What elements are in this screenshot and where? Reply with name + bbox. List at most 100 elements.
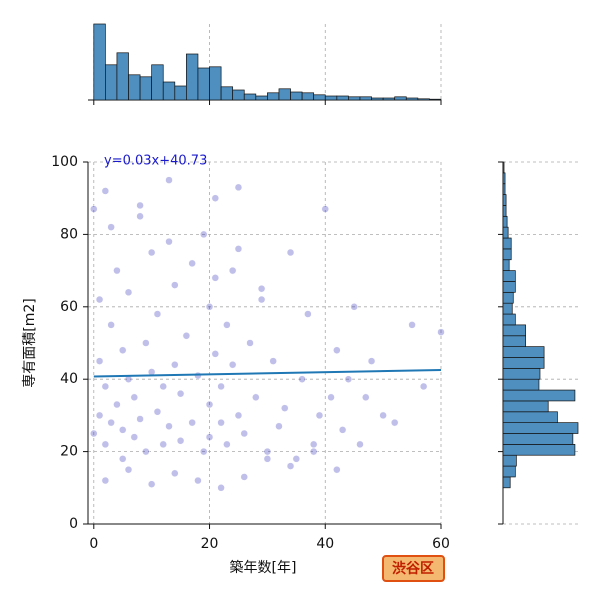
scatter-point (188, 259, 196, 268)
scatter-point (263, 455, 272, 463)
scatter-point (333, 465, 341, 474)
y-tick-label: 20 (60, 444, 78, 460)
scatter-point (95, 295, 104, 304)
histogram-bar (105, 64, 118, 101)
scatter-point (95, 357, 104, 365)
scatter-point (176, 436, 185, 445)
histogram-bar (359, 96, 372, 101)
histogram-bar (301, 92, 315, 101)
scatter-point (263, 447, 272, 456)
scatter-point (350, 303, 358, 311)
scatter-point (90, 205, 98, 213)
scatter-point (217, 484, 225, 492)
scatter-point (118, 426, 127, 434)
scatter-point (142, 339, 150, 347)
scatter-point (408, 321, 416, 329)
scatter-point (136, 201, 144, 210)
histogram-bar (502, 248, 512, 261)
histogram-bar (278, 88, 291, 101)
histogram-bar (220, 86, 234, 101)
scatter-point (136, 415, 144, 423)
histogram-bar (502, 400, 549, 413)
scatter-point (257, 295, 266, 304)
histogram-bar (502, 465, 516, 478)
histogram-bar (502, 335, 526, 347)
histogram-bar (209, 66, 222, 101)
x-tick-label: 0 (89, 536, 98, 552)
scatter-point (118, 346, 127, 354)
scatter-point (286, 462, 295, 470)
scatter-point (113, 400, 121, 409)
scatter-point (309, 440, 318, 449)
scatter-point (321, 205, 330, 213)
scatter-point (309, 447, 318, 456)
scatter-point (298, 375, 306, 383)
x-axis-label: 築年数[年] (230, 560, 297, 576)
histogram-bar (186, 53, 199, 101)
scatter-point (159, 382, 167, 391)
scatter-point (113, 266, 121, 275)
histogram-bar (151, 64, 164, 101)
histogram-bar (162, 81, 176, 101)
y-axis-label: 専有面積[m2] (22, 298, 38, 387)
scatter-point (101, 440, 110, 449)
scatter-point (269, 357, 277, 365)
scatter-point (153, 310, 162, 318)
scatter-point (95, 411, 104, 420)
y-tick-label: 60 (60, 299, 78, 315)
histogram-bar (405, 97, 419, 101)
histogram-bar (336, 95, 349, 101)
scatter-point (159, 440, 167, 449)
histogram-bar (197, 67, 210, 101)
histogram-bar (502, 205, 507, 217)
scatter-point (437, 328, 445, 336)
histogram-bar (502, 444, 576, 456)
y-tick-label: 100 (51, 154, 78, 170)
scatter-point (165, 237, 173, 246)
scatter-point (130, 433, 139, 441)
histogram-bar (502, 194, 507, 206)
histogram-bar (502, 215, 508, 228)
scatter-point (356, 440, 364, 449)
scatter-point (344, 375, 353, 383)
histogram-bar (348, 96, 361, 101)
scatter-point (107, 223, 115, 231)
histogram-bar (502, 454, 517, 467)
histogram-bar (502, 226, 509, 239)
y-tick-label: 40 (60, 371, 78, 387)
scatter-point (90, 429, 98, 438)
histogram-bar (174, 85, 187, 101)
scatter-point (390, 418, 399, 427)
histogram-bar (243, 93, 257, 101)
histogram-bar (267, 92, 280, 101)
histogram-bar (502, 367, 541, 380)
histogram-bar (502, 270, 516, 282)
histogram-bar (128, 74, 141, 101)
x-tick-label: 60 (432, 536, 450, 552)
scatter-point (338, 426, 347, 434)
scatter-point (165, 422, 173, 431)
scatter-point (165, 176, 173, 184)
scatter-point (171, 360, 179, 369)
scatter-point (419, 382, 428, 391)
histogram-bar (502, 389, 576, 402)
histogram-bar (417, 98, 430, 101)
scatter-point (205, 400, 214, 409)
regression-label: y=0.03x+40.73 (104, 154, 207, 169)
scatter-point (188, 418, 196, 427)
scatter-point (234, 411, 243, 420)
scatter-point (333, 346, 341, 354)
scatter-point (171, 469, 179, 478)
scatter-point (124, 288, 133, 297)
histogram-bar (502, 291, 514, 304)
histogram-bar (313, 94, 326, 101)
badge: 渋谷区 (392, 560, 434, 577)
scatter-point (153, 408, 162, 416)
scatter-point (217, 418, 225, 427)
scatter-point (211, 350, 220, 358)
scatter-point (142, 447, 150, 456)
scatter-point (182, 332, 191, 340)
histogram-bar (502, 422, 579, 434)
scatter-point (211, 274, 220, 282)
